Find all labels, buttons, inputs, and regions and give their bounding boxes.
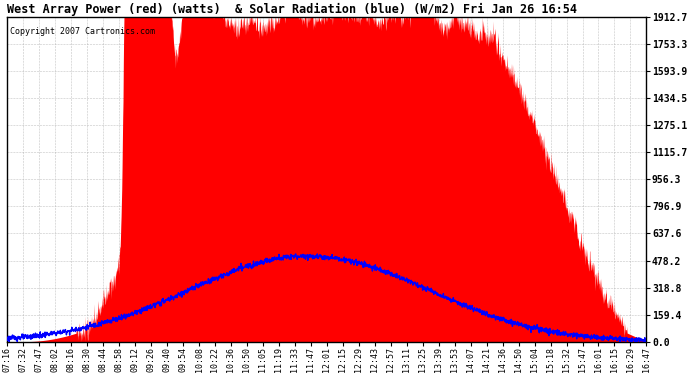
Text: Copyright 2007 Cartronics.com: Copyright 2007 Cartronics.com	[10, 27, 155, 36]
Text: West Array Power (red) (watts)  & Solar Radiation (blue) (W/m2) Fri Jan 26 16:54: West Array Power (red) (watts) & Solar R…	[8, 3, 578, 16]
